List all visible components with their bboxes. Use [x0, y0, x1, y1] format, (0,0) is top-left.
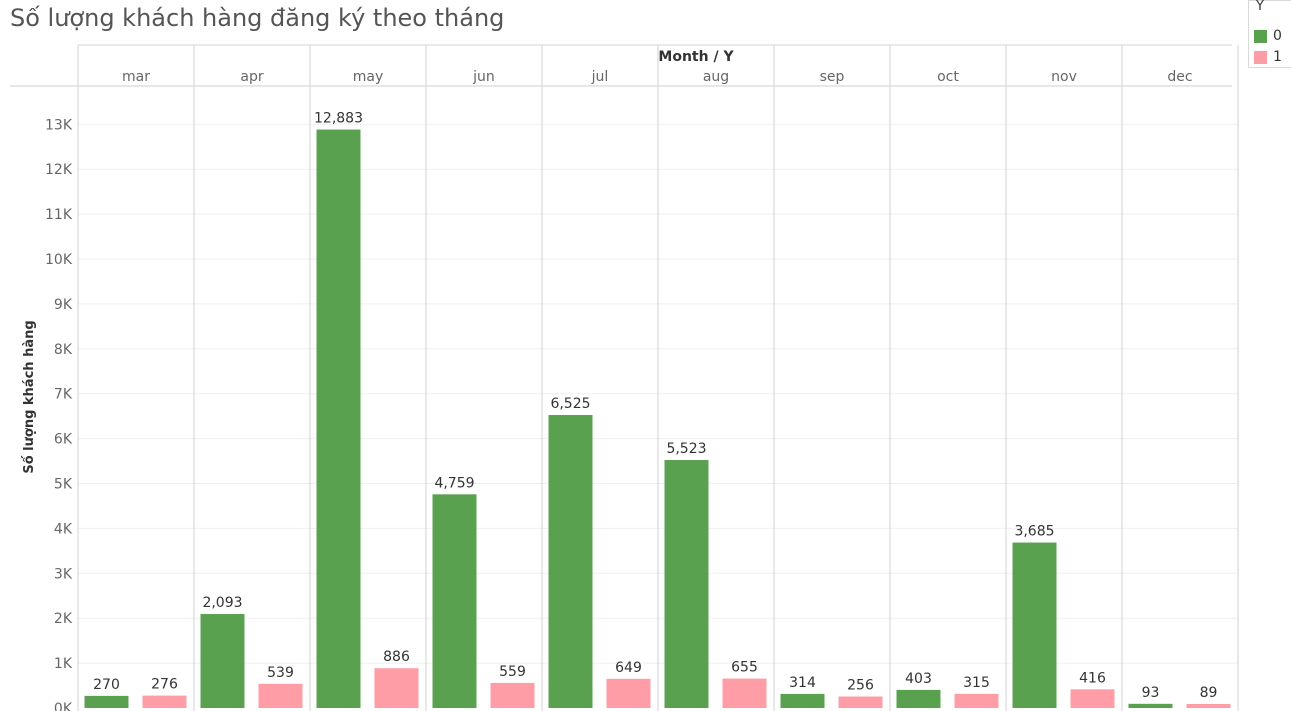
category-label-mar: mar — [122, 69, 150, 85]
bar-jun-series-0 — [432, 494, 477, 708]
bar-apr-series-0 — [200, 614, 245, 708]
bar-nov-series-1 — [1070, 689, 1115, 708]
bar-oct-series-1 — [954, 693, 999, 708]
legend-label-1: 1 — [1273, 49, 1282, 65]
bar-mar-series-1 — [142, 695, 187, 708]
data-label-may-series-0: 12,883 — [314, 111, 363, 127]
category-label-jul: jul — [591, 69, 609, 85]
data-label-jun-series-0: 4,759 — [434, 475, 474, 491]
ytick-label-2: 2K — [54, 611, 73, 627]
y-axis-label: Số lượng khách hàng — [22, 320, 37, 473]
ytick-label-6: 6K — [54, 432, 73, 448]
legend-label-0: 0 — [1273, 28, 1282, 44]
category-label-may: may — [353, 69, 384, 85]
data-label-dec-series-0: 93 — [1142, 685, 1160, 701]
ytick-label-7: 7K — [54, 387, 73, 403]
ytick-label-5: 5K — [54, 477, 73, 493]
data-label-dec-series-1: 89 — [1200, 685, 1218, 701]
ytick-label-12: 12K — [45, 162, 73, 178]
ytick-label-4: 4K — [54, 521, 73, 537]
chart-title: Số lượng khách hàng đăng ký theo tháng — [10, 4, 505, 32]
data-label-may-series-1: 886 — [383, 649, 410, 665]
ytick-label-8: 8K — [54, 342, 73, 358]
bar-dec-series-0 — [1128, 703, 1173, 708]
legend-swatch-0 — [1254, 29, 1267, 43]
legend-swatch-1 — [1254, 50, 1267, 64]
legend-item-0[interactable]: 0 — [1254, 28, 1282, 44]
category-label-jun: jun — [472, 69, 495, 85]
bar-nov-series-0 — [1012, 542, 1057, 708]
data-label-oct-series-0: 403 — [905, 671, 932, 687]
header-label: Month / Y — [658, 49, 734, 65]
ytick-label-10: 10K — [45, 252, 73, 268]
bar-apr-series-1 — [258, 683, 303, 708]
data-label-apr-series-1: 539 — [267, 665, 294, 681]
bar-sep-series-0 — [780, 693, 825, 708]
data-label-sep-series-1: 256 — [847, 678, 874, 694]
legend[interactable]: Y 0 1 — [1248, 0, 1291, 68]
bar-mar-series-0 — [84, 695, 129, 708]
bar-oct-series-0 — [896, 689, 941, 708]
category-label-oct: oct — [937, 69, 959, 85]
category-label-apr: apr — [240, 69, 263, 85]
bar-dec-series-1 — [1186, 704, 1231, 708]
legend-title: Y — [1256, 0, 1264, 14]
data-label-mar-series-1: 276 — [151, 677, 178, 693]
bar-may-series-0 — [316, 129, 361, 709]
ytick-label-13: 13K — [45, 117, 73, 133]
bar-may-series-1 — [374, 668, 419, 708]
bar-jul-series-0 — [548, 415, 593, 708]
data-label-jul-series-0: 6,525 — [550, 396, 590, 412]
data-label-mar-series-0: 270 — [93, 677, 120, 693]
bar-jun-series-1 — [490, 682, 535, 708]
ytick-label-1: 1K — [54, 656, 73, 672]
legend-item-1[interactable]: 1 — [1254, 49, 1282, 65]
data-label-oct-series-1: 315 — [963, 675, 990, 691]
category-label-aug: aug — [703, 69, 729, 85]
data-label-nov-series-0: 3,685 — [1014, 524, 1054, 540]
category-label-dec: dec — [1167, 69, 1192, 85]
data-label-sep-series-0: 314 — [789, 675, 816, 691]
data-label-nov-series-1: 416 — [1079, 670, 1106, 686]
category-label-sep: sep — [820, 69, 845, 85]
data-label-aug-series-1: 655 — [731, 660, 758, 676]
bar-aug-series-0 — [664, 460, 709, 708]
bar-chart: Month / Y mar apr may jun jul aug sep oct nov dec 0… — [10, 44, 1239, 711]
bar-jul-series-1 — [606, 678, 651, 708]
ytick-label-0: 0K — [54, 701, 73, 711]
ytick-label-9: 9K — [54, 297, 73, 313]
ytick-label-11: 11K — [45, 207, 73, 223]
bar-sep-series-1 — [838, 696, 883, 708]
data-label-jul-series-1: 649 — [615, 660, 642, 676]
ytick-label-3: 3K — [54, 566, 73, 582]
bar-aug-series-1 — [722, 678, 767, 708]
data-label-aug-series-0: 5,523 — [666, 441, 706, 457]
data-label-apr-series-0: 2,093 — [202, 595, 242, 611]
category-label-nov: nov — [1051, 69, 1077, 85]
data-label-jun-series-1: 559 — [499, 664, 526, 680]
